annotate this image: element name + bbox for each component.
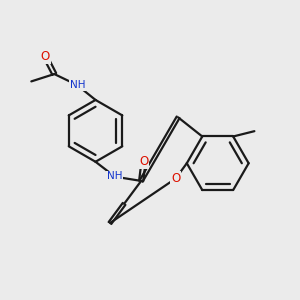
Text: O: O [139,155,148,168]
Text: O: O [171,172,180,185]
Text: O: O [41,50,50,64]
Text: NH: NH [107,172,122,182]
Text: NH: NH [70,80,85,90]
